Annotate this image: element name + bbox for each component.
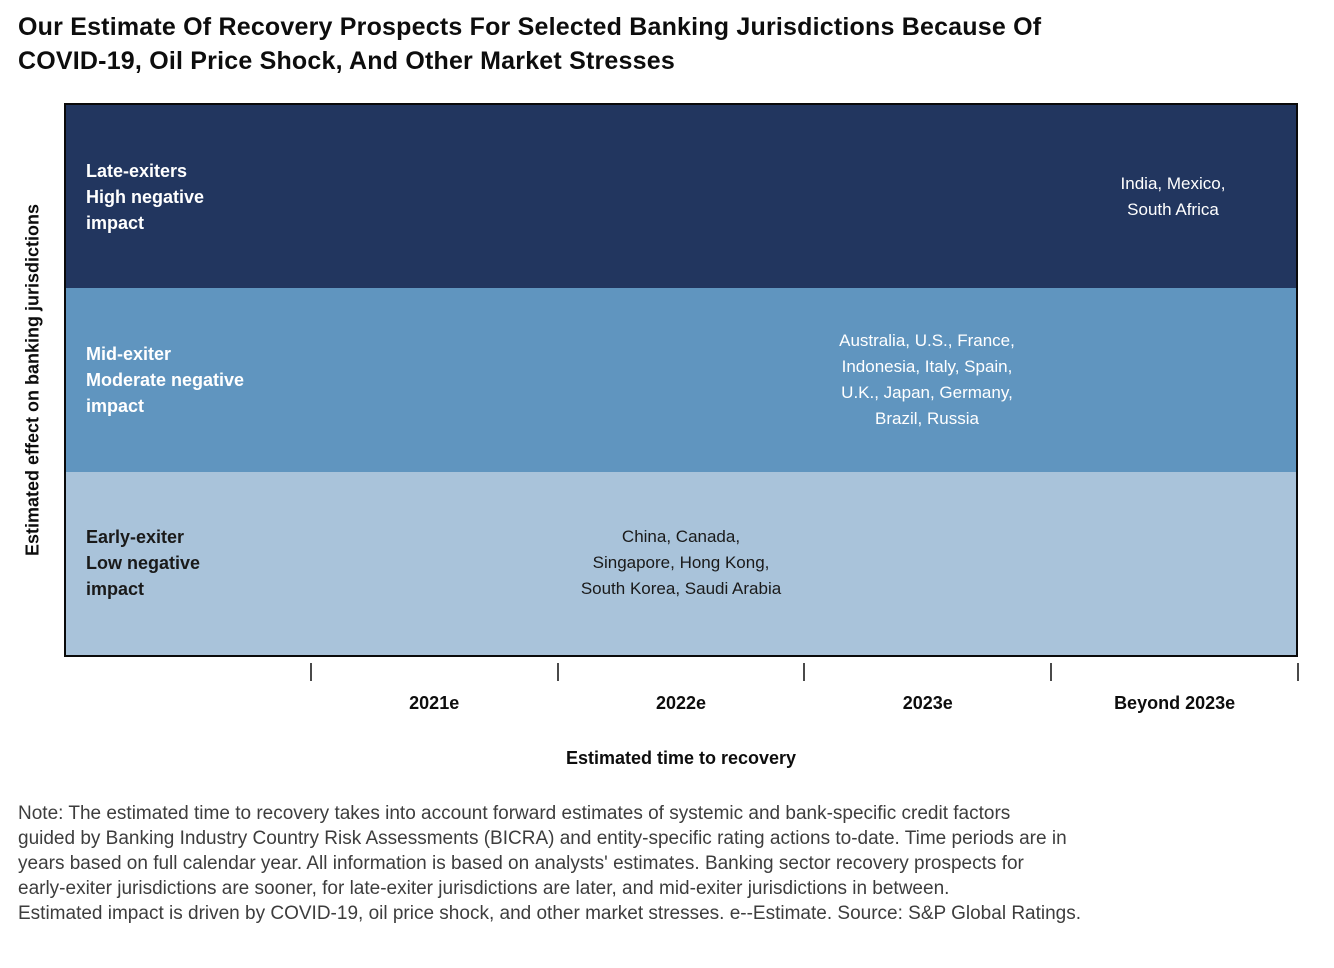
band-mid-exiter: Mid-exiter Moderate negative impact Aust… <box>66 288 1296 472</box>
y-axis-label: Estimated effect on banking jurisdiction… <box>22 203 43 557</box>
x-axis-tick <box>309 663 312 681</box>
band-label-early-exiter: Early-exiter Low negative impact <box>86 527 201 600</box>
x-axis-tick-labels: 2021e 2022e 2023e Beyond 2023e <box>64 693 1298 717</box>
x-axis-tick <box>803 663 806 681</box>
footnote: Note: The estimated time to recovery tak… <box>18 803 1082 924</box>
x-axis-tick-label-2022e: 2022e <box>655 693 707 713</box>
band-label-mid-exiter: Mid-exiter Moderate negative impact <box>86 343 245 416</box>
x-axis-tick-label-2021e: 2021e <box>409 693 460 713</box>
x-axis-tick-label-beyond-2023e: Beyond 2023e <box>1114 693 1236 713</box>
band-jurisdictions-mid-exiter: Australia, U.S., France, Indonesia, Ital… <box>839 330 1015 428</box>
chart-title: Our Estimate Of Recovery Prospects For S… <box>18 13 1042 75</box>
band-jurisdictions-late-exiters: India, Mexico, South Africa <box>1120 173 1226 219</box>
plot-area: Late-exiters High negative impact India,… <box>64 103 1298 657</box>
x-axis-tick <box>556 663 559 681</box>
band-jurisdictions-early-exiter: China, Canada, Singapore, Hong Kong, Sou… <box>580 527 782 599</box>
x-axis-tick <box>1050 663 1053 681</box>
x-axis-title: Estimated time to recovery <box>565 748 797 768</box>
band-label-late-exiters: Late-exiters High negative impact <box>86 160 205 233</box>
x-axis-tick-label-2023e: 2023e <box>902 693 953 713</box>
band-early-exiter: Early-exiter Low negative impact China, … <box>66 471 1296 655</box>
x-axis-tick <box>1297 663 1299 681</box>
band-late-exiters: Late-exiters High negative impact India,… <box>66 105 1296 289</box>
x-axis-ticks <box>64 663 1299 683</box>
